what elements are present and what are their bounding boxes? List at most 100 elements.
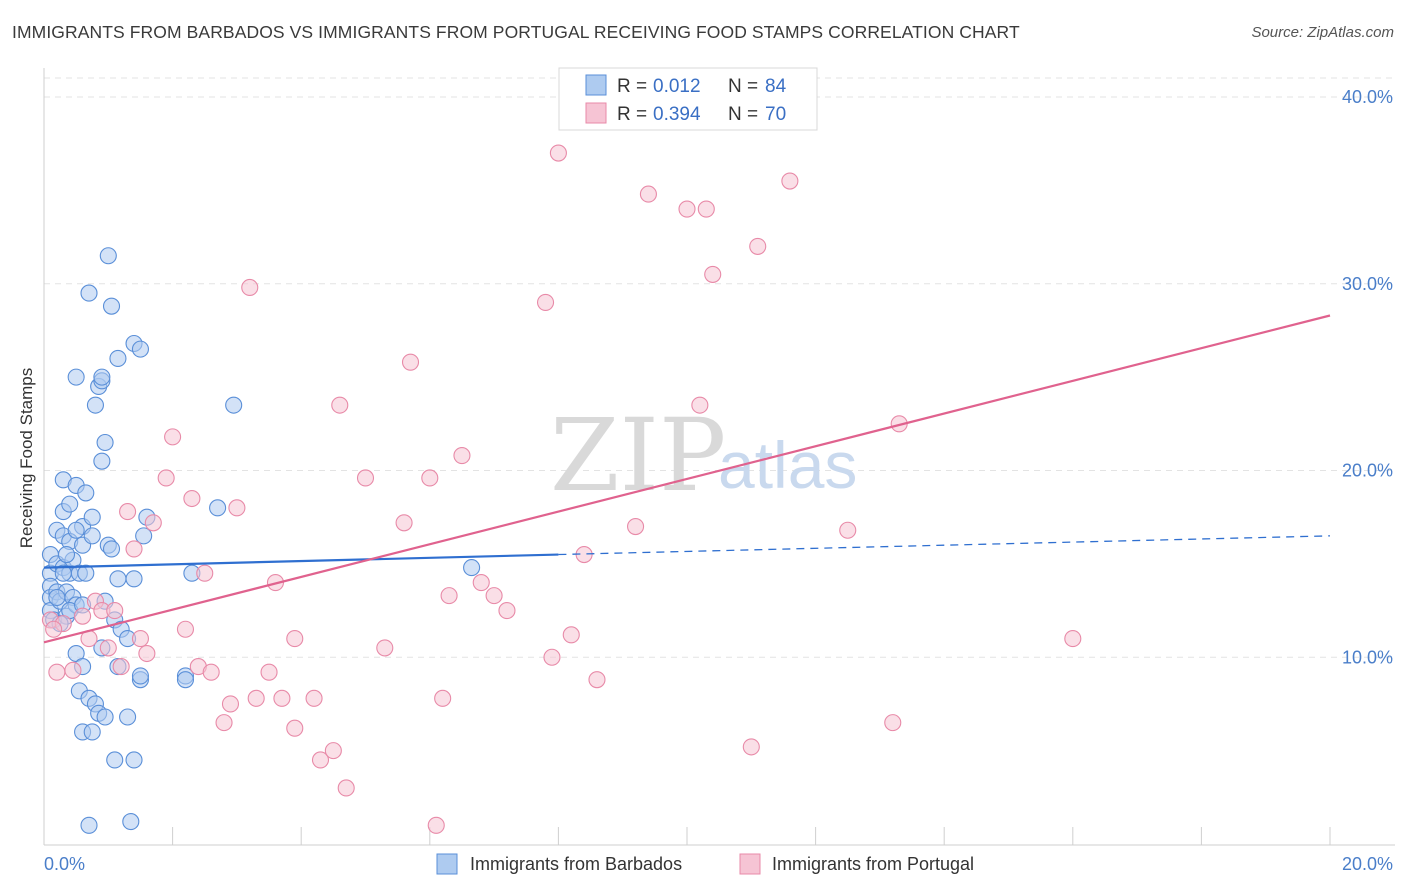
legend-n-label-2: N = xyxy=(728,104,758,125)
point-portugal-16 xyxy=(164,428,182,446)
point-portugal-65 xyxy=(884,714,902,732)
bottom-legend-barbados: Immigrants from Barbados xyxy=(470,854,682,874)
y-tick-labels: 10.0% 20.0% 30.0% 40.0% xyxy=(1342,87,1393,667)
point-portugal-10 xyxy=(119,503,137,521)
point-barbados-55 xyxy=(106,751,124,769)
point-portugal-62 xyxy=(749,237,767,255)
point-portugal-46 xyxy=(472,573,490,592)
y-axis-label: Receiving Food Stamps xyxy=(17,368,36,548)
point-portugal-56 xyxy=(639,185,657,203)
legend-swatch-portugal xyxy=(585,102,607,124)
point-barbados-49 xyxy=(96,708,114,726)
point-barbados-83 xyxy=(57,545,76,564)
point-portugal-33 xyxy=(311,751,330,769)
point-barbados-62 xyxy=(122,813,140,831)
point-portugal-12 xyxy=(131,630,149,648)
point-portugal-43 xyxy=(434,689,452,707)
point-barbados-68 xyxy=(131,667,149,685)
point-portugal-24 xyxy=(228,499,246,517)
legend-swatch-barbados xyxy=(585,74,607,96)
source-label: Source: ZipAtlas.com xyxy=(1251,24,1394,41)
point-portugal-31 xyxy=(286,719,304,737)
point-portugal-69 xyxy=(74,607,92,625)
point-barbados-32 xyxy=(77,564,95,582)
bottom-legend-swatch-barbados xyxy=(436,853,458,875)
trend-lines xyxy=(43,314,1331,644)
y-tick-label-0: 10.0% xyxy=(1342,647,1393,667)
point-barbados-50 xyxy=(99,247,117,265)
point-barbados-16 xyxy=(61,495,79,513)
point-portugal-36 xyxy=(337,779,355,797)
point-portugal-14 xyxy=(144,514,162,532)
point-portugal-55 xyxy=(627,517,645,536)
point-portugal-41 xyxy=(421,469,439,487)
point-portugal-20 xyxy=(196,564,214,582)
point-barbados-47 xyxy=(96,433,114,452)
legend-n-value-2: 70 xyxy=(765,104,786,125)
point-portugal-29 xyxy=(273,689,291,707)
point-portugal-23 xyxy=(221,695,240,713)
trend-line-portugal xyxy=(43,314,1331,644)
y-tick-label-1: 20.0% xyxy=(1342,461,1393,481)
point-barbados-24 xyxy=(67,368,85,386)
grid xyxy=(44,77,1395,658)
point-portugal-42 xyxy=(427,816,445,834)
point-portugal-68 xyxy=(45,620,63,638)
legend-r-value-2: 0.394 xyxy=(653,104,701,125)
watermark-zip: ZIP xyxy=(550,397,726,514)
point-barbados-35 xyxy=(80,816,98,834)
point-portugal-26 xyxy=(247,689,265,707)
point-barbados-57 xyxy=(109,570,127,588)
x-tick-label-1: 20.0% xyxy=(1342,854,1393,874)
point-portugal-18 xyxy=(183,489,201,508)
point-barbados-45 xyxy=(93,452,111,470)
trend-line-barbados xyxy=(43,553,559,569)
axes xyxy=(43,68,1395,846)
point-portugal-37 xyxy=(356,469,375,487)
point-barbados-72 xyxy=(176,671,195,689)
point-barbados-80 xyxy=(67,521,85,539)
point-barbados-61 xyxy=(119,708,137,726)
point-portugal-21 xyxy=(202,663,220,681)
point-portugal-13 xyxy=(138,644,156,663)
point-portugal-57 xyxy=(678,200,696,218)
point-barbados-78 xyxy=(54,564,72,582)
point-portugal-27 xyxy=(260,663,278,681)
point-portugal-17 xyxy=(176,620,195,638)
legend-r-label-1: R = xyxy=(617,76,647,97)
point-barbados-39 xyxy=(86,396,104,414)
point-portugal-54 xyxy=(588,671,606,689)
point-portugal-22 xyxy=(215,714,233,732)
trend-line-barbados-extension xyxy=(558,535,1331,556)
point-portugal-30 xyxy=(286,630,304,648)
bottom-legend-portugal: Immigrants from Portugal xyxy=(772,854,974,874)
point-barbados-38 xyxy=(83,723,101,741)
x-tick-label-0: 0.0% xyxy=(44,854,85,874)
point-portugal-8 xyxy=(106,602,124,620)
point-barbados-44 xyxy=(93,368,111,386)
legend-r-label-2: R = xyxy=(617,104,647,125)
point-portugal-47 xyxy=(485,587,503,605)
bottom-legend-swatch-portugal xyxy=(739,853,761,875)
point-barbados-76 xyxy=(463,559,481,577)
watermark: ZIP atlas xyxy=(550,397,857,514)
point-portugal-61 xyxy=(742,738,760,756)
point-portugal-64 xyxy=(839,521,857,539)
point-barbados-56 xyxy=(109,349,127,368)
point-barbados-37 xyxy=(83,527,101,545)
point-portugal-67 xyxy=(1064,630,1082,648)
point-portugal-25 xyxy=(241,278,259,297)
point-portugal-60 xyxy=(704,265,722,283)
data-points xyxy=(41,144,1082,834)
legend-n-label-1: N = xyxy=(728,76,758,97)
y-tick-label-2: 30.0% xyxy=(1342,274,1393,294)
x-tick-labels: 0.0% 20.0% xyxy=(44,854,1393,874)
point-portugal-48 xyxy=(498,602,516,620)
point-barbados-64 xyxy=(125,751,143,769)
point-barbados-69 xyxy=(135,527,153,545)
legend-r-value-1: 0.012 xyxy=(653,76,701,97)
point-portugal-44 xyxy=(440,587,458,605)
y-tick-label-3: 40.0% xyxy=(1342,87,1393,107)
point-barbados-52 xyxy=(102,297,121,315)
